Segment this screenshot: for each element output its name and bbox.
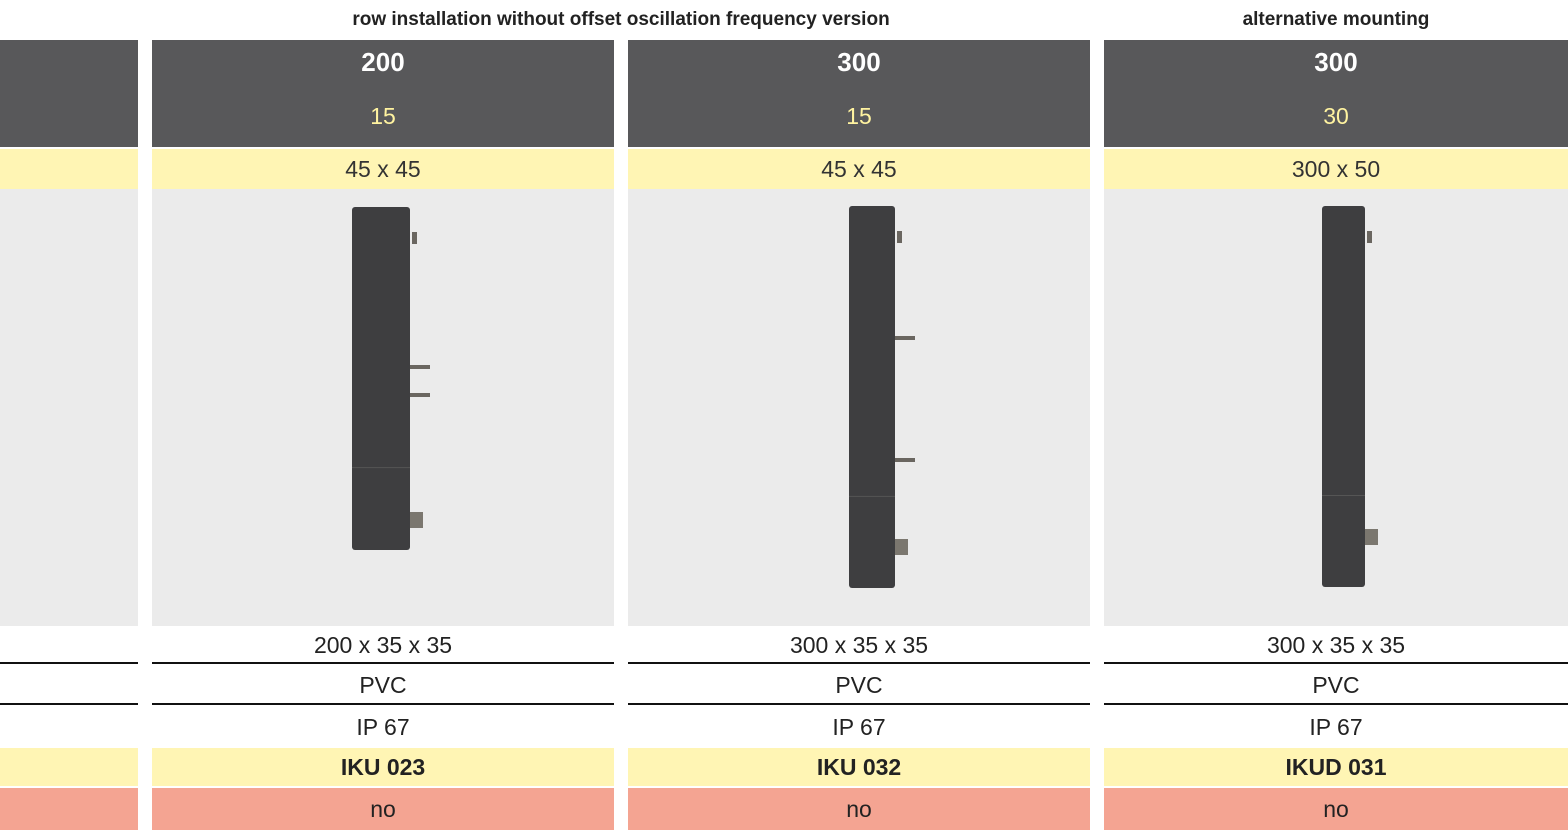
cell: 200 x 35 x 35 xyxy=(152,628,614,664)
sensor-part xyxy=(895,336,915,340)
label-cell xyxy=(0,85,138,147)
sensor-part xyxy=(1365,529,1378,545)
label-cell xyxy=(0,748,138,786)
image-cell xyxy=(0,189,138,626)
sensor-part xyxy=(412,232,417,244)
cell: no xyxy=(1104,788,1568,830)
cell: 45 x 45 xyxy=(152,149,614,189)
label-cell xyxy=(0,40,138,85)
sensor-part xyxy=(352,207,410,550)
label-cell xyxy=(0,667,138,705)
sensor-part xyxy=(897,231,902,243)
label-cell xyxy=(0,788,138,830)
cell: 45 x 45 xyxy=(628,149,1090,189)
cell: 300 x 35 x 35 xyxy=(628,628,1090,664)
cell: 300 xyxy=(1104,40,1568,85)
sensor-part xyxy=(895,539,908,555)
cell: 300 x 50 xyxy=(1104,149,1568,189)
cell: no xyxy=(152,788,614,830)
cell: IKU 032 xyxy=(628,748,1090,786)
cell: PVC xyxy=(1104,667,1568,705)
sensor-part xyxy=(1322,206,1365,587)
cell: 200 xyxy=(152,40,614,85)
cell: PVC xyxy=(628,667,1090,705)
sensor-part xyxy=(410,512,423,528)
sensor-part xyxy=(849,206,895,588)
sensor-part xyxy=(895,458,915,462)
cell: IKU 023 xyxy=(152,748,614,786)
cell: 300 xyxy=(628,40,1090,85)
cell: IKUD 031 xyxy=(1104,748,1568,786)
cell: 300 x 35 x 35 xyxy=(1104,628,1568,664)
cell: IP 67 xyxy=(1104,707,1568,747)
label-cell xyxy=(0,149,138,189)
cell: no xyxy=(628,788,1090,830)
cell: 15 xyxy=(152,85,614,147)
label-cell xyxy=(0,628,138,664)
sensor-part xyxy=(410,393,430,397)
cell: PVC xyxy=(152,667,614,705)
cell: 30 xyxy=(1104,85,1568,147)
cell: 15 xyxy=(628,85,1090,147)
label-cell xyxy=(0,707,138,747)
sensor-part xyxy=(410,365,430,369)
group-header: alternative mounting xyxy=(1242,9,1430,30)
cell: IP 67 xyxy=(152,707,614,747)
cell: IP 67 xyxy=(628,707,1090,747)
group-header: row installation without offset oscillat… xyxy=(352,9,890,30)
sensor-part xyxy=(1367,231,1372,243)
